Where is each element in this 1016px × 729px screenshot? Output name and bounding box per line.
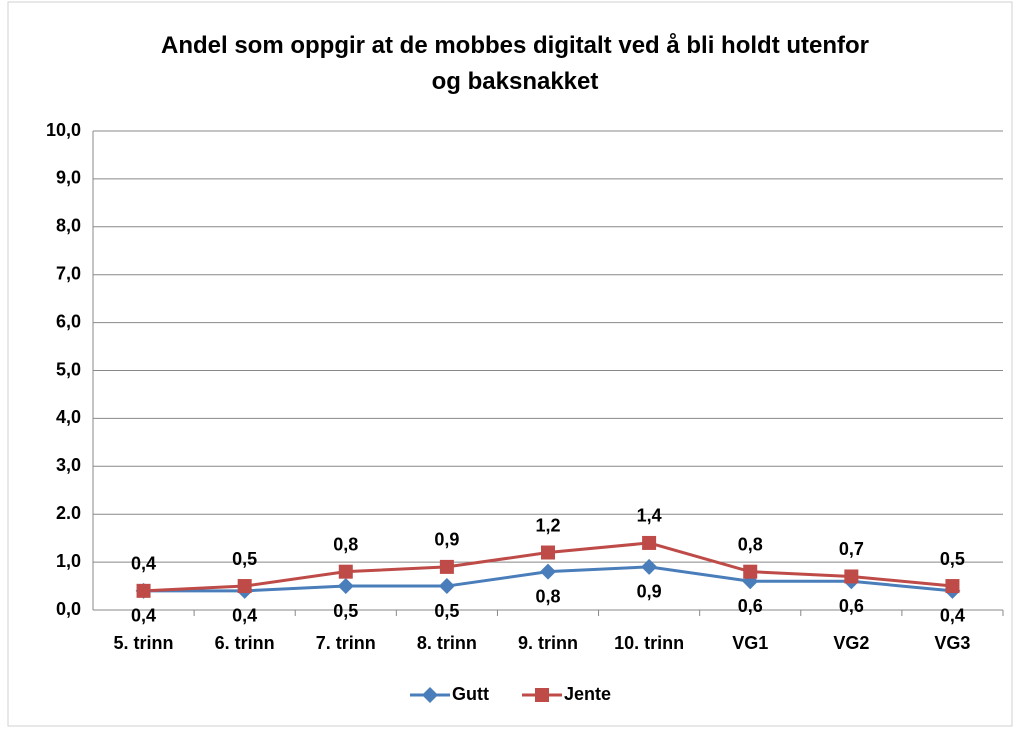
data-point [439, 559, 454, 574]
y-tick-label: 8,0 [56, 216, 81, 236]
data-point [337, 578, 354, 595]
chart-border [7, 1, 1013, 727]
chart-title: Andel som oppgir at de mobbes digitalt v… [160, 32, 870, 95]
data-label: 0,5 [940, 549, 965, 569]
y-tick-label: 1,0 [56, 551, 81, 571]
data-point [743, 564, 758, 579]
data-label: 0,5 [232, 549, 257, 569]
y-tick-label: 2.0 [56, 503, 81, 523]
legend-label: Gutt [452, 684, 489, 704]
data-label: 0,8 [535, 586, 560, 606]
data-label: 0,4 [131, 606, 156, 626]
data-point [844, 569, 859, 584]
data-point [237, 579, 252, 594]
y-tick-label: 5,0 [56, 359, 81, 379]
data-label: 0,9 [434, 530, 459, 550]
data-label: 0,5 [333, 601, 358, 621]
y-tick-label: 10,0 [46, 120, 81, 140]
y-tick-label: 0,0 [56, 599, 81, 619]
x-tick-label: VG2 [833, 633, 869, 653]
x-tick-label: VG3 [934, 633, 970, 653]
data-label: 0,6 [839, 596, 864, 616]
legend-label: Jente [564, 684, 611, 704]
data-label: 0,4 [131, 554, 156, 574]
x-tick-label: 9. trinn [518, 633, 578, 653]
data-point [438, 578, 455, 595]
data-point [541, 545, 555, 560]
data-label: 0,7 [839, 539, 864, 559]
data-label: 0,8 [738, 534, 763, 554]
legend-marker [535, 688, 549, 702]
data-label: 0,4 [940, 606, 965, 626]
y-tick-label: 3,0 [56, 455, 81, 475]
x-tick-label: 10. trinn [614, 633, 684, 653]
x-tick-label: 6. trinn [215, 633, 275, 653]
data-point [641, 558, 658, 575]
x-tick-label: 5. trinn [114, 633, 174, 653]
data-label: 0,4 [232, 606, 257, 626]
data-point [945, 579, 960, 594]
data-label: 0,6 [738, 596, 763, 616]
data-label: 0,9 [637, 582, 662, 602]
x-tick-label: 7. trinn [316, 633, 376, 653]
y-tick-label: 4,0 [56, 407, 81, 427]
data-label: 0,8 [333, 534, 358, 554]
x-tick-label: VG1 [732, 633, 768, 653]
data-label: 1,4 [637, 506, 662, 526]
x-tick-label: 8. trinn [417, 633, 477, 653]
y-tick-label: 7,0 [56, 263, 81, 283]
data-label: 1,2 [535, 515, 560, 535]
legend-marker [422, 687, 438, 703]
data-point [642, 535, 657, 550]
data-point [338, 564, 353, 579]
y-tick-label: 6,0 [56, 311, 81, 331]
data-point [136, 583, 151, 598]
data-point [540, 563, 556, 580]
data-label: 0,5 [434, 601, 459, 621]
y-tick-label: 9,0 [56, 168, 81, 188]
